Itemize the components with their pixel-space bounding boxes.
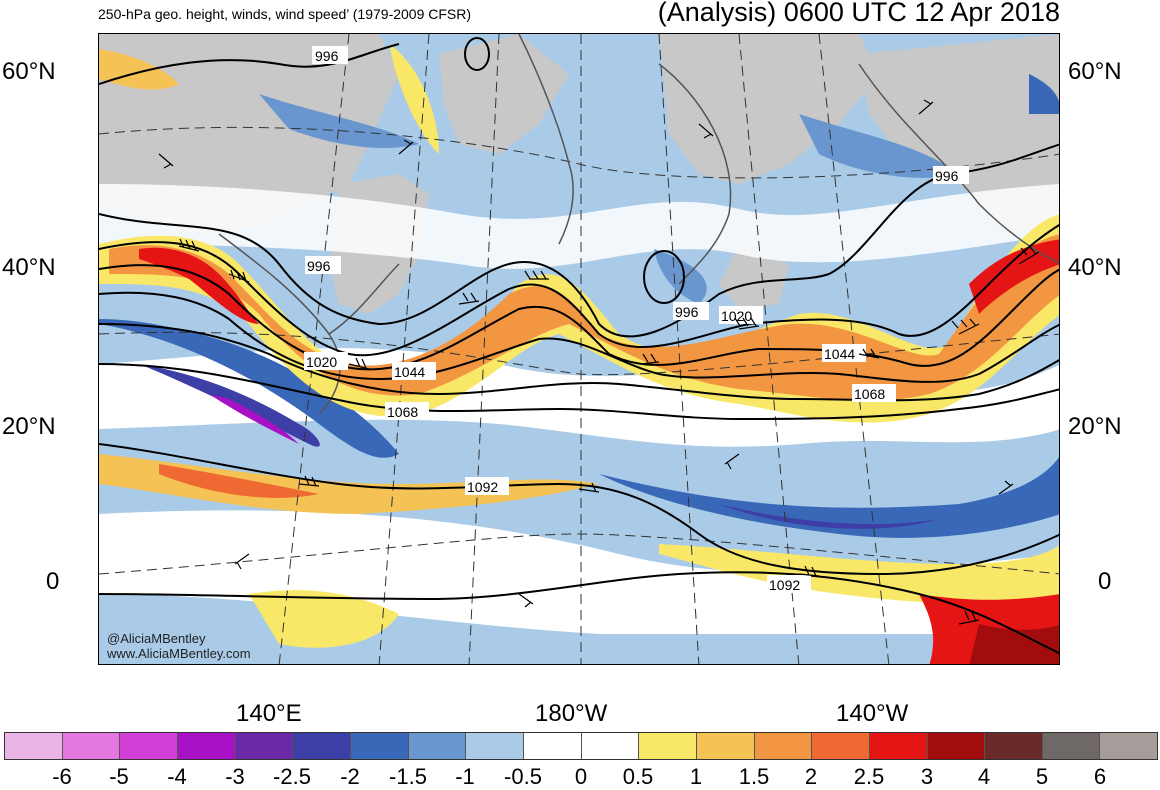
colorbar-tick: 0 bbox=[574, 764, 588, 789]
height-contours bbox=[99, 37, 1059, 655]
lon-label-140w: 140°W bbox=[836, 700, 909, 727]
contour-label: 996 bbox=[307, 258, 331, 274]
contour-label: 1092 bbox=[467, 479, 498, 495]
colorbar-tick: 2 bbox=[804, 764, 818, 789]
map-panel: 996 996 996 996 1020 1020 1044 1044 1068… bbox=[98, 33, 1060, 665]
colorbar-tick: -5 bbox=[109, 764, 129, 789]
colorbar-tick: 1.5 bbox=[738, 764, 770, 789]
colorbar-swatch bbox=[581, 733, 640, 759]
colorbar-swatch bbox=[523, 733, 582, 759]
contour-label: 1068 bbox=[854, 386, 885, 402]
lat-label-eq-right: 0 bbox=[1098, 568, 1112, 595]
colorbar-tick: -2 bbox=[340, 764, 360, 789]
lat-label-60n-right: 60°N bbox=[1068, 58, 1122, 85]
graticule bbox=[99, 34, 1059, 664]
colorbar bbox=[4, 732, 1158, 760]
colorbar-tick: 2.5 bbox=[853, 764, 885, 789]
contour-label: 996 bbox=[675, 304, 699, 320]
colorbar-swatch bbox=[350, 733, 409, 759]
colorbar-tick: -4 bbox=[167, 764, 187, 789]
lat-label-40n-left: 40°N bbox=[2, 254, 56, 281]
lat-label-20n-right: 20°N bbox=[1068, 413, 1122, 440]
colorbar-tick: -2.5 bbox=[273, 764, 311, 789]
lon-label-140e: 140°E bbox=[236, 700, 302, 727]
colorbar-swatch bbox=[293, 733, 351, 759]
colorbar-swatch bbox=[639, 733, 697, 759]
colorbar-swatch bbox=[1042, 733, 1101, 759]
contour-label-group: 996 996 996 996 1020 1020 1044 1044 1068… bbox=[304, 46, 969, 593]
lat-label-60n-left: 60°N bbox=[2, 58, 56, 85]
contour-label: 1020 bbox=[306, 354, 337, 370]
colorbar-swatch bbox=[754, 733, 813, 759]
colorbar-swatch bbox=[869, 733, 928, 759]
contour-label: 1068 bbox=[387, 404, 418, 420]
credit-url: www.AliciaMBentley.com bbox=[107, 646, 251, 661]
colorbar-tick: 3 bbox=[920, 764, 934, 789]
colorbar-tick: -1 bbox=[455, 764, 475, 789]
colorbar-tick: -6 bbox=[52, 764, 72, 789]
colorbar-swatch bbox=[62, 733, 121, 759]
colorbar-swatch bbox=[5, 733, 63, 759]
map-canvas: 996 996 996 996 1020 1020 1044 1044 1068… bbox=[99, 34, 1059, 664]
contour-label: 996 bbox=[935, 168, 959, 184]
contour-label: 996 bbox=[315, 48, 339, 64]
lat-label-40n-right: 40°N bbox=[1068, 254, 1122, 281]
map-title: 250-hPa geo. height, winds, wind speed’ … bbox=[98, 6, 472, 22]
colorbar-swatch bbox=[812, 733, 870, 759]
colorbar-swatch bbox=[696, 733, 755, 759]
colorbar-swatch bbox=[927, 733, 986, 759]
contour-label: 1092 bbox=[769, 577, 800, 593]
colorbar-tick: -0.5 bbox=[504, 764, 542, 789]
contour-label: 1044 bbox=[394, 364, 425, 380]
colorbar-tick: -1.5 bbox=[389, 764, 427, 789]
lon-label-180w: 180°W bbox=[535, 700, 608, 727]
colorbar-tick: -3 bbox=[225, 764, 245, 789]
wind-barbs bbox=[158, 99, 1040, 625]
contour-label: 1044 bbox=[824, 346, 855, 362]
colorbar-swatch bbox=[177, 733, 236, 759]
colorbar-tick: 4 bbox=[977, 764, 991, 789]
colorbar-swatch bbox=[1100, 733, 1158, 759]
lat-label-eq-left: 0 bbox=[46, 568, 60, 595]
colorbar-swatch bbox=[985, 733, 1043, 759]
colorbar-tick: 6 bbox=[1093, 764, 1107, 789]
colorbar-swatch bbox=[120, 733, 178, 759]
valid-time-title: (Analysis) 0600 UTC 12 Apr 2018 bbox=[657, 0, 1060, 27]
colorbar-swatch bbox=[466, 733, 524, 759]
lat-label-20n-left: 20°N bbox=[2, 413, 56, 440]
colorbar-swatch bbox=[408, 733, 467, 759]
coastlines bbox=[218, 34, 1059, 415]
colorbar-tick: 1 bbox=[689, 764, 703, 789]
colorbar-tick: 0.5 bbox=[622, 764, 654, 789]
colorbar-swatch bbox=[235, 733, 294, 759]
colorbar-tick: 5 bbox=[1035, 764, 1049, 789]
credit-handle: @AliciaMBentley bbox=[107, 631, 206, 646]
